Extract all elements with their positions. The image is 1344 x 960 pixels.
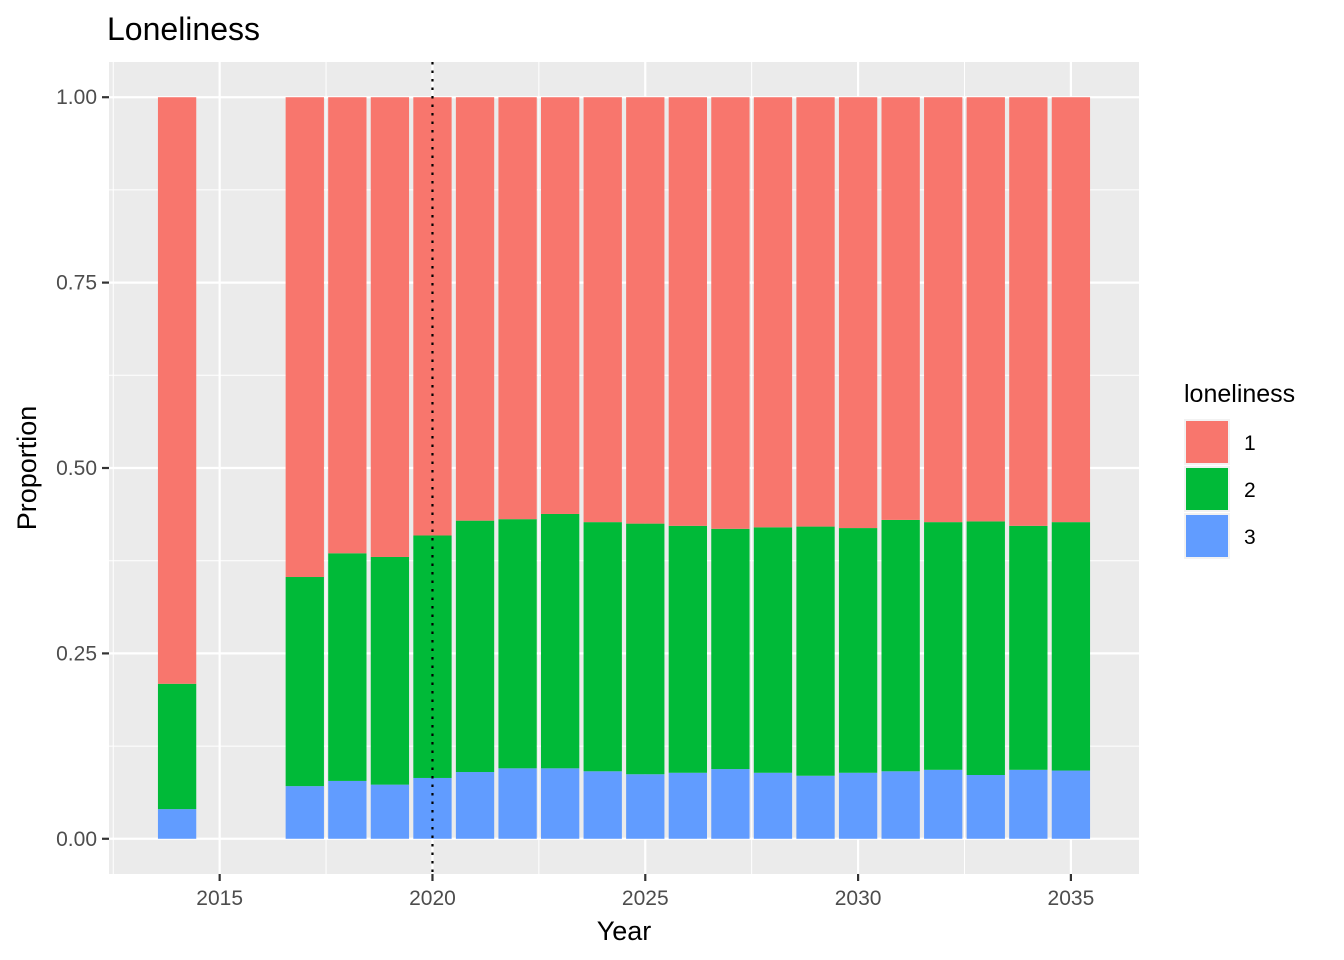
bar-2027-loneliness-1 [711,97,750,529]
legend-swatch-3 [1186,515,1228,557]
bar-2034-loneliness-3 [1009,769,1048,839]
legend-label-2: 2 [1244,479,1256,502]
bar-2030-loneliness-2 [838,528,878,773]
legend-swatch-1 [1186,421,1228,463]
bar-2025-loneliness-1 [626,97,665,524]
bar-2028-loneliness-2 [753,527,793,773]
bar-2035-loneliness-2 [1051,522,1091,771]
bar-2019-loneliness-1 [370,97,410,557]
bar-2023-loneliness-2 [541,513,580,769]
bar-2028-loneliness-1 [753,97,793,528]
x-tick-label: 2025 [622,887,669,910]
bar-2031-loneliness-2 [881,519,920,772]
bar-2019-loneliness-2 [370,556,410,785]
y-tick-label: 0.00 [56,828,97,851]
bars [157,97,1091,839]
bar-2030-loneliness-3 [838,772,878,839]
bar-2017-loneliness-1 [285,97,324,578]
bar-2018-loneliness-1 [328,97,367,554]
bar-2024-loneliness-3 [583,771,622,839]
x-tick-label: 2020 [409,887,456,910]
legend-label-1: 1 [1244,432,1256,455]
bar-2019-loneliness-3 [370,784,410,839]
legend: loneliness 1 2 3 [1184,380,1295,559]
bar-2026-loneliness-2 [668,525,707,773]
bar-2026-loneliness-1 [668,97,707,526]
y-tick-label: 0.50 [56,457,97,480]
y-tick-label: 1.00 [56,86,97,109]
bar-2014-loneliness-3 [157,809,197,839]
bar-2021-loneliness-1 [455,97,495,521]
bar-2018-loneliness-3 [328,780,367,839]
bar-2024-loneliness-1 [583,97,622,523]
bar-2031-loneliness-3 [881,771,920,839]
bar-2022-loneliness-1 [498,97,537,520]
bar-2026-loneliness-3 [668,772,707,839]
bar-2023-loneliness-3 [541,768,580,839]
bar-2027-loneliness-2 [711,528,750,770]
bar-2034-loneliness-2 [1009,525,1048,770]
bar-2014-loneliness-2 [157,683,197,810]
bar-2020-loneliness-3 [413,777,452,839]
bar-2034-loneliness-1 [1009,97,1048,526]
bar-2017-loneliness-3 [285,786,324,839]
bar-2033-loneliness-1 [966,97,1005,522]
bar-2032-loneliness-2 [924,522,963,770]
bar-2025-loneliness-3 [626,774,665,839]
bar-2027-loneliness-3 [711,769,750,839]
bar-2029-loneliness-1 [796,97,835,527]
bar-2020-loneliness-1 [413,97,452,536]
bar-2017-loneliness-2 [285,577,324,787]
y-axis-title: Proportion [12,406,42,531]
bar-2020-loneliness-2 [413,535,452,778]
bar-2022-loneliness-2 [498,519,537,769]
x-axis: 2015 2020 2025 2030 2035 [196,874,1094,910]
x-tick-label: 2015 [196,887,243,910]
bar-2035-loneliness-1 [1051,97,1091,523]
bar-2029-loneliness-2 [796,526,835,776]
legend-title: loneliness [1184,380,1295,408]
bar-2025-loneliness-2 [626,523,665,775]
bar-2021-loneliness-3 [455,772,495,839]
bar-2029-loneliness-3 [796,775,835,839]
legend-swatch-2 [1186,468,1228,510]
bar-2021-loneliness-2 [455,520,495,773]
bar-2023-loneliness-1 [541,97,580,514]
legend-label-3: 3 [1244,526,1256,549]
x-tick-label: 2035 [1048,887,1095,910]
y-tick-label: 0.25 [56,642,97,665]
chart-title: Loneliness [107,11,260,47]
bar-2014-loneliness-1 [157,97,197,684]
bar-2032-loneliness-3 [924,769,963,839]
y-tick-label: 0.75 [56,272,97,295]
bar-2028-loneliness-3 [753,772,793,839]
bar-2018-loneliness-2 [328,553,367,781]
bar-2035-loneliness-3 [1051,770,1091,839]
bar-2031-loneliness-1 [881,97,920,520]
x-axis-title: Year [597,916,652,946]
bar-2030-loneliness-1 [838,97,878,529]
bar-2032-loneliness-1 [924,97,963,523]
bar-2024-loneliness-2 [583,522,622,772]
bar-2033-loneliness-2 [966,521,1005,776]
bar-2022-loneliness-3 [498,768,537,839]
x-tick-label: 2030 [835,887,882,910]
y-axis: 0.00 0.25 0.50 0.75 1.00 [56,86,109,851]
bar-2033-loneliness-3 [966,775,1005,839]
